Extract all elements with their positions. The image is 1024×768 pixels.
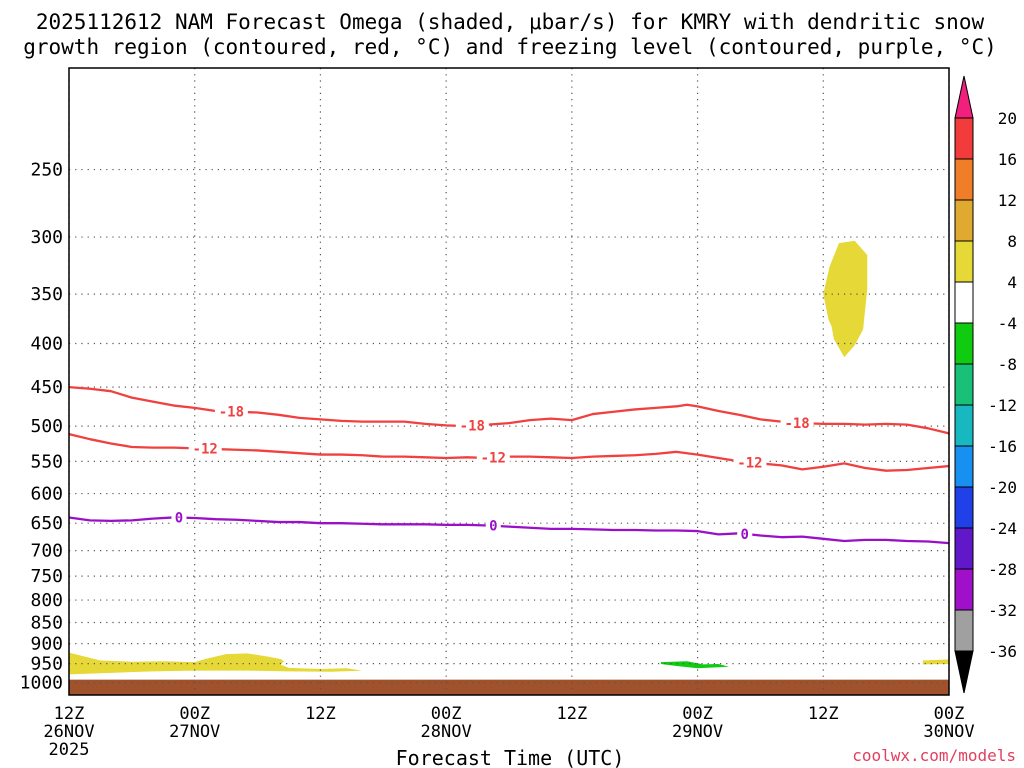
colorbar-label-13: -36 xyxy=(988,642,1017,661)
y-tick-450: 450 xyxy=(30,377,63,398)
y-tick-700: 700 xyxy=(30,541,63,562)
dgz-top-label-0: -18 xyxy=(219,405,244,421)
freezing-level-label-2: 0 xyxy=(740,527,748,543)
y-tick-800: 800 xyxy=(30,590,63,611)
x-tick-h36-line1: 00Z xyxy=(431,704,462,724)
freezing-level-label-1: 0 xyxy=(489,519,497,535)
colorbar-label-8: -16 xyxy=(988,437,1017,456)
omega-shaded-regions xyxy=(69,240,949,675)
y-tick-850: 850 xyxy=(30,612,63,633)
dgz-bottom-label-bg-1 xyxy=(476,449,510,466)
colorbar-label-11: -28 xyxy=(988,560,1017,579)
omega-4-8-lower-right xyxy=(922,659,949,665)
colorbar-label-9: -20 xyxy=(988,478,1017,497)
x-tick-h12-line1: 00Z xyxy=(179,704,210,724)
colorbar-label-0: 20 xyxy=(998,109,1017,128)
plot-background xyxy=(69,68,949,695)
chart-title-line-2: growth region (contoured, red, °C) and f… xyxy=(23,35,997,59)
colorbar-segment-5 xyxy=(954,281,974,324)
x-tick-h0-line2: 26NOV xyxy=(43,722,94,742)
colorbar-segment-9 xyxy=(954,445,974,488)
colorbar-segment-2 xyxy=(954,158,974,201)
colorbar-segment-8 xyxy=(954,404,974,447)
omega-4-8-upper xyxy=(823,240,868,358)
freezing-level-label-bg-1 xyxy=(485,517,501,534)
omega-4-8-lower-left xyxy=(69,652,363,675)
temperature-contours: -18 -18 -18 -12 -12 -12 0 0 0 xyxy=(68,385,950,545)
x-tick-h84-line2: 30NOV xyxy=(923,722,974,742)
colorbar-label-2: 12 xyxy=(998,191,1017,210)
freezing-level-label-bg-2 xyxy=(737,525,753,542)
colorbar-top-arrow xyxy=(954,75,974,119)
colorbar-bottom-arrow xyxy=(954,650,974,694)
freezing-level-label-0: 0 xyxy=(175,511,183,527)
y-tick-300: 300 xyxy=(30,227,63,248)
omega-colorbar: 20 16 12 8 4 -4 -8 -12 -16 -20 -24 -28 -32 -36 xyxy=(954,75,1017,694)
x-tick-h60-line1: 00Z xyxy=(682,704,713,724)
y-tick-550: 550 xyxy=(30,451,63,472)
x-tick-h12-line2: 27NOV xyxy=(169,722,220,742)
dgz-top-label-2: -18 xyxy=(784,416,809,432)
dgz-bottom-label-2: -12 xyxy=(737,455,762,471)
colorbar-segment-13 xyxy=(954,609,974,652)
x-tick-h84-line1: 00Z xyxy=(934,704,965,724)
plot-frame xyxy=(68,67,950,696)
dgz-bottom-label-bg-0 xyxy=(188,440,222,457)
colorbar-segment-11 xyxy=(954,527,974,570)
y-tick-900: 900 xyxy=(30,634,63,655)
y-tick-950: 950 xyxy=(30,654,63,675)
colorbar-segment-1 xyxy=(954,117,974,160)
colorbar-label-7: -12 xyxy=(988,396,1017,415)
dgz-top-label-bg-0 xyxy=(214,403,248,420)
dgz-top-label-1: -18 xyxy=(460,419,485,435)
colorbar-segment-4 xyxy=(954,240,974,283)
colorbar-label-4: 4 xyxy=(1007,273,1017,292)
x-tick-h0-line3: 2025 xyxy=(49,740,90,760)
x-tick-h36-line2: 28NOV xyxy=(421,722,472,742)
dgz-bottom-label-0: -12 xyxy=(193,442,218,458)
y-tick-650: 650 xyxy=(30,513,63,534)
x-tick-h24-line1: 12Z xyxy=(305,704,336,724)
colorbar-label-3: 8 xyxy=(1007,232,1017,251)
x-tick-h60-line2: 29NOV xyxy=(672,722,723,742)
colorbar-label-5: -4 xyxy=(998,314,1017,333)
chart-title-line-1: 2025112612 NAM Forecast Omega (shaded, μ… xyxy=(36,10,985,34)
dgz-top-label-bg-1 xyxy=(455,417,489,434)
colorbar-label-10: -24 xyxy=(988,519,1017,538)
colorbar-segment-10 xyxy=(954,486,974,529)
y-tick-500: 500 xyxy=(30,416,63,437)
x-tick-h48-line1: 12Z xyxy=(556,704,587,724)
y-tick-400: 400 xyxy=(30,334,63,355)
x-tick-h72-line1: 12Z xyxy=(808,704,839,724)
colorbar-label-6: -8 xyxy=(998,355,1017,374)
omega-minus4-minus8 xyxy=(660,661,729,669)
freezing-level-label-bg-0 xyxy=(171,509,187,526)
colorbar-segment-6 xyxy=(954,322,974,365)
y-tick-350: 350 xyxy=(30,284,63,305)
y-tick-600: 600 xyxy=(30,484,63,505)
x-axis-label: Forecast Time (UTC) xyxy=(396,746,625,768)
x-tick-h0-line1: 12Z xyxy=(54,704,85,724)
pressure-axis: 2503003504004505005506006507007508008509… xyxy=(20,160,63,694)
y-tick-1000: 1000 xyxy=(20,673,63,694)
colorbar-segment-3 xyxy=(954,199,974,242)
dgz-bottom-label-bg-2 xyxy=(733,454,767,471)
colorbar-label-1: 16 xyxy=(998,150,1017,169)
terrain-fill xyxy=(69,679,949,695)
freezing-level-line xyxy=(68,516,950,545)
colorbar-segment-7 xyxy=(954,363,974,406)
site-credit: coolwx.com/models xyxy=(852,746,1016,765)
y-tick-750: 750 xyxy=(30,566,63,587)
y-tick-250: 250 xyxy=(30,160,63,181)
colorbar-segment-12 xyxy=(954,568,974,611)
dgz-bottom-label-1: -12 xyxy=(481,451,506,467)
colorbar-label-12: -32 xyxy=(988,601,1017,620)
dgz-top-label-bg-2 xyxy=(780,414,814,431)
